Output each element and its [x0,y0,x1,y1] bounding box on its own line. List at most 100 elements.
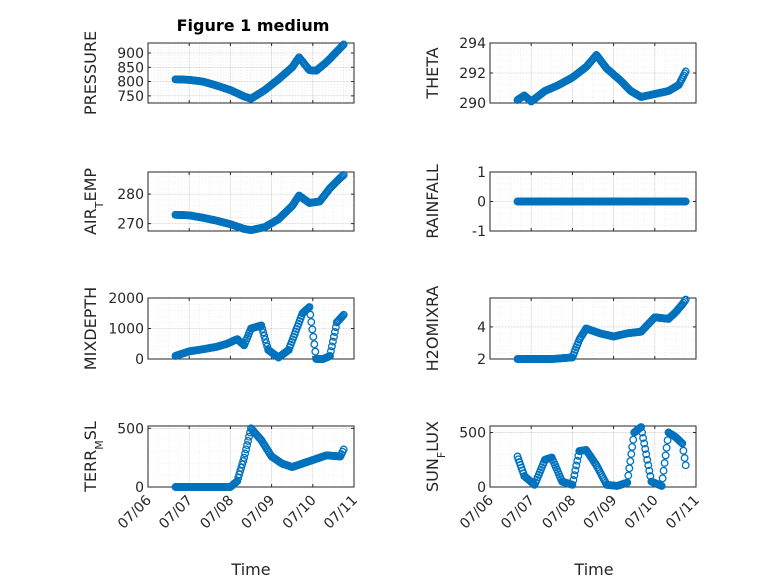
x-tick-label: 07/08 [539,493,579,533]
data-point [232,478,241,486]
y-axis-label: SUNFLUX [423,421,448,492]
y-tick-label: 0 [477,480,486,496]
data-point [339,170,348,179]
data-point [642,450,651,459]
data-point [681,197,690,206]
data-point [661,451,670,460]
data-point [242,445,251,454]
series-markers [171,303,348,363]
data-point [643,455,652,464]
y-tick-label: 4 [477,320,486,336]
data-point [262,338,271,347]
data-point [257,321,266,330]
data-point [570,471,579,480]
data-point [311,347,320,356]
subplot-8: 0 500 07/06 07/07 07/08 07/09 07/10 07/11 SUNFLU… [423,421,703,532]
grid [147,43,355,103]
data-point [640,439,649,448]
data-point [659,466,668,475]
data-point [677,438,686,447]
data-point [680,297,689,306]
data-point [639,434,648,442]
y-tick-label: 280 [117,187,144,203]
data-point [308,325,317,334]
data-point [573,456,582,465]
data-point [310,340,319,349]
y-tick-label: 0 [135,352,144,368]
data-point [261,335,270,344]
data-point [338,41,347,50]
data-point [645,466,654,475]
data-point [681,295,690,304]
data-point [337,313,346,321]
data-point [259,328,268,337]
y-tick-label: 0 [477,195,486,211]
x-tick-label: 07/09 [581,493,621,533]
data-point [641,444,650,453]
y-axis-label: AIRTEMP [81,168,106,235]
y-axis-label: THETA [423,47,442,99]
data-point [328,337,337,346]
y-tick-label: 2 [477,352,486,368]
subplot-4: -1 0 1 RAINFALL [423,164,697,240]
data-point [681,461,690,470]
data-point [626,457,635,466]
y-tick-label: 1000 [108,322,144,338]
data-point [571,466,580,475]
data-point [339,310,348,319]
data-point [569,476,578,484]
subplot-6: 2 4 H2OMIXRA [423,286,697,372]
x-axis-label-right: Time [573,560,613,579]
x-tick-label: 07/06 [115,492,155,532]
y-tick-label: 500 [459,426,486,442]
grid [489,42,697,104]
x-tick-label: 07/10 [280,493,320,533]
grid [489,171,697,232]
data-point [307,318,316,326]
x-tick-label: 07/11 [663,493,703,533]
data-point [679,446,688,455]
y-tick-label: -1 [472,224,486,240]
data-point [339,40,348,49]
data-point [338,171,347,180]
y-tick-label: 290 [459,96,486,112]
subplot-5: 0 1000 2000 MIXDEPTH [81,287,355,370]
y-tick-label: 800 [117,75,144,91]
y-tick-label: 900 [117,46,144,62]
data-point [309,332,318,341]
x-tick-label: 07/09 [239,493,279,533]
data-point [628,442,637,451]
series-markers [513,423,690,490]
data-point [660,459,669,467]
y-tick-label: 292 [459,66,486,82]
series-markers [513,295,690,363]
data-point [572,461,581,470]
data-point [568,480,577,489]
y-tick-label: 1 [477,165,486,181]
y-axis-label: H2OMIXRA [423,286,442,372]
data-point [330,328,339,336]
subplot-3: 270 280 AIRTEMP [81,168,355,235]
series-markers [513,197,690,206]
subplot-7: 0 500 07/06 07/07 07/08 07/09 07/10 07/11 TERRMS… [81,421,361,532]
data-point [658,474,667,483]
y-axis-label: PRESSURE [81,31,100,115]
data-point [337,42,346,51]
x-tick-label: 07/07 [498,493,538,533]
data-point [326,347,335,356]
data-point [337,172,346,181]
data-point [241,449,250,458]
y-axis-label: RAINFALL [423,164,442,239]
x-tick-label: 07/08 [197,493,237,533]
y-tick-label: 2000 [108,291,144,307]
data-point [678,439,687,448]
data-point [638,428,647,437]
data-point [327,342,336,351]
data-point [244,436,253,445]
data-point [663,436,672,445]
y-tick-label: 500 [117,421,144,437]
y-axis-label: MIXDEPTH [81,287,100,370]
data-point [329,332,338,341]
